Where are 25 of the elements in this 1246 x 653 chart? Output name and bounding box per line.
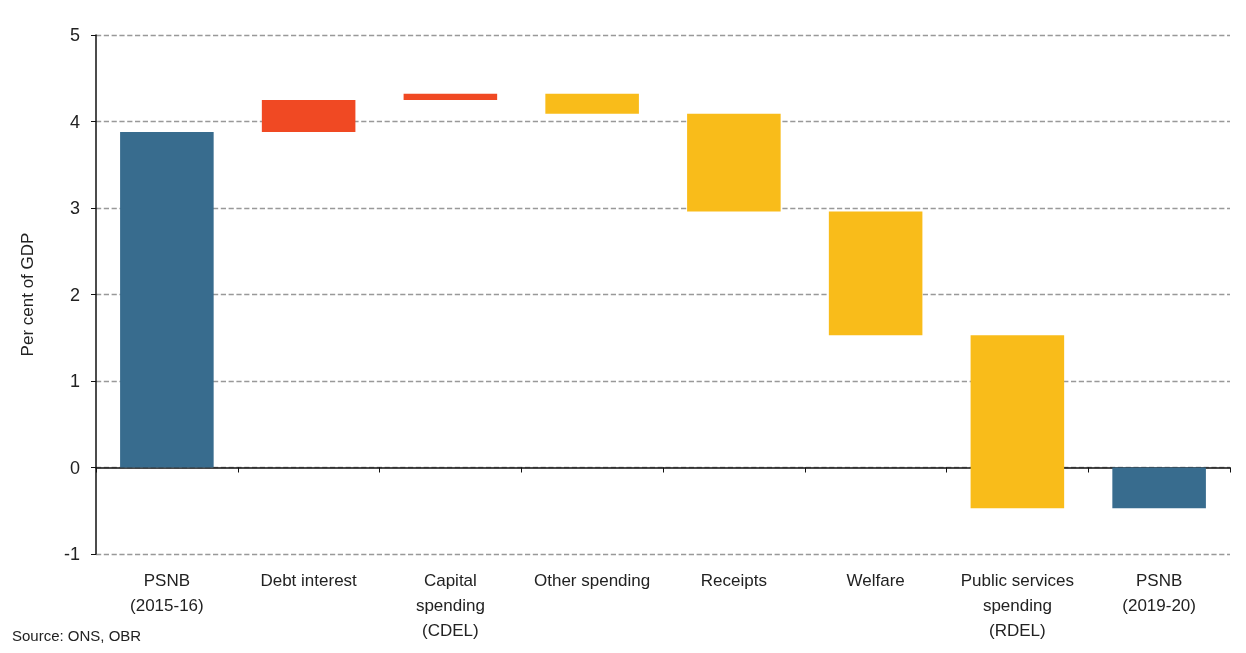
bar: [1112, 467, 1206, 509]
bar: [687, 113, 781, 212]
x-tick-label: Capital spending (CDEL): [415, 571, 485, 640]
y-tick-label: 0: [69, 457, 80, 478]
bar: [545, 93, 639, 114]
y-tick-label: 3: [69, 198, 80, 218]
bar: [828, 211, 923, 336]
bar: [261, 99, 356, 132]
x-tick-label: Public services spending (RDEL): [960, 571, 1075, 640]
x-tick-label: Welfare: [846, 571, 905, 590]
source-note: Source: ONS, OBR: [12, 627, 142, 644]
x-tick-label: PSNB (2019-20): [1122, 571, 1196, 615]
y-tick-label: -1: [63, 544, 80, 564]
y-tick-label: 5: [69, 25, 80, 45]
y-tick-label: 2: [69, 284, 80, 305]
x-tick-label: PSNB (2015-16): [130, 571, 204, 615]
bar: [970, 335, 1065, 509]
bar: [120, 131, 214, 468]
y-axis-title: Per cent of GDP: [18, 232, 37, 357]
bar: [403, 93, 498, 100]
y-tick-label: 4: [69, 111, 80, 132]
x-tick-label: Other spending: [534, 571, 651, 590]
y-tick-label: 1: [69, 371, 80, 391]
x-tick-label: Receipts: [700, 571, 767, 590]
x-tick-label: Debt interest: [260, 571, 358, 590]
